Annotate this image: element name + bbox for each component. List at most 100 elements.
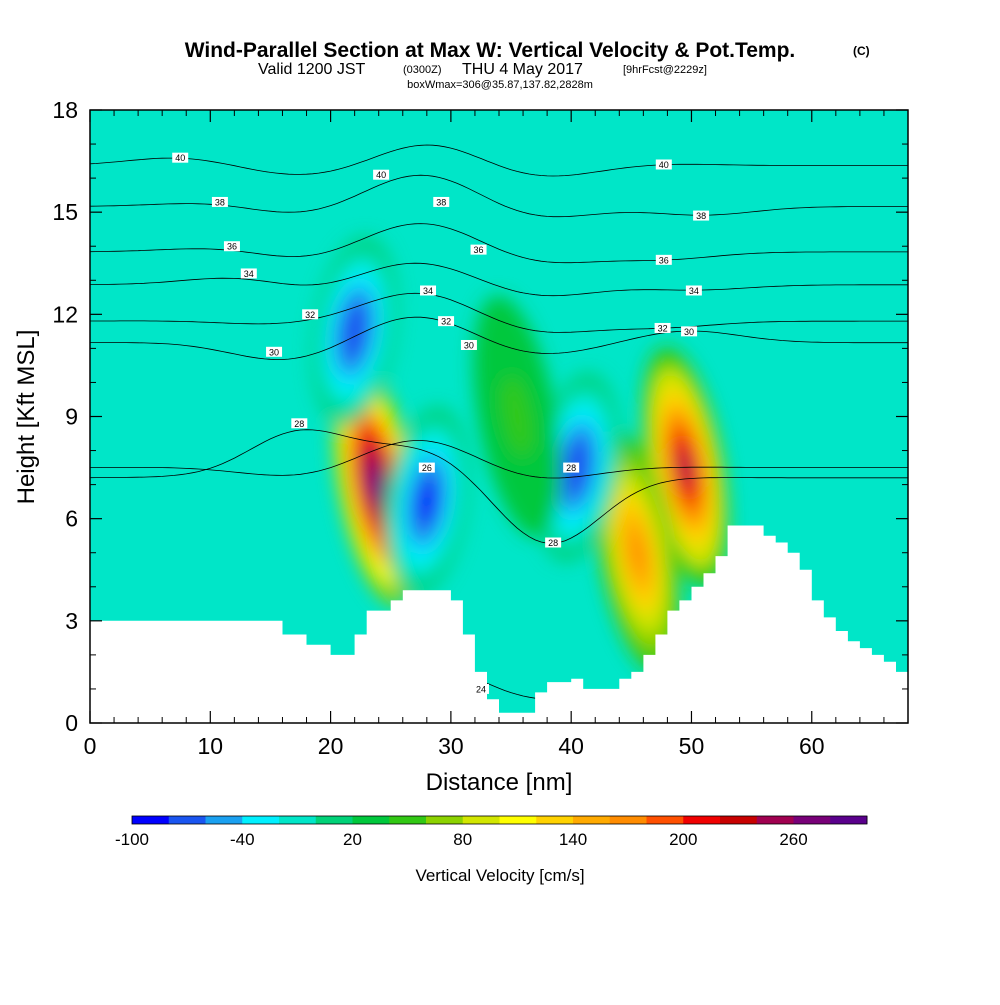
theta-label-text: 30: [269, 347, 279, 357]
theta-label-box: [172, 152, 189, 163]
theta-label-text: 32: [441, 317, 451, 327]
theta-contour-line: [90, 144, 908, 177]
colorbar-segment: [242, 816, 280, 824]
theta-label-box: [545, 537, 562, 548]
theta-label: 32: [438, 316, 455, 327]
theta-label-box: [685, 285, 702, 296]
x-tick-label: 40: [558, 733, 584, 759]
theta-label-text: 40: [175, 153, 185, 163]
theta-label-box: [470, 244, 487, 255]
theta-label-box: [433, 196, 450, 207]
chart-title: Wind-Parallel Section at Max W: Vertical…: [185, 39, 796, 62]
theta-label-box: [223, 241, 240, 252]
colorbar-tick-label: 140: [559, 830, 587, 849]
theta-label: 34: [240, 268, 257, 279]
velocity-contour-band: [347, 315, 362, 348]
colorbar-frame: [131, 815, 868, 825]
valid-date: THU 4 May 2017: [462, 61, 583, 78]
theta-label-box: [460, 339, 477, 350]
theta-label-text: 30: [464, 340, 474, 350]
colorbar-segment: [462, 816, 500, 824]
valid-prefix: Valid 1200 JST: [258, 61, 366, 78]
theta-label-text: 32: [305, 310, 315, 320]
theta-label-text: 30: [684, 327, 694, 337]
theta-label-box: [302, 309, 319, 320]
theta-label-box: [240, 268, 257, 279]
x-tick-label: 0: [84, 733, 97, 759]
theta-label: 30: [681, 326, 698, 337]
theta-label: 36: [223, 241, 240, 252]
theta-contour-line: [90, 262, 908, 297]
valid-time-line: Valid 1200 JST (0300Z) THU 4 May 2017 [9…: [258, 61, 707, 78]
theta-label-text: 32: [658, 323, 668, 333]
theta-label-text: 28: [548, 538, 558, 548]
theta-label-text: 26: [422, 463, 432, 473]
box-info: boxWmax=306@35.87,137.82,2828m: [407, 79, 593, 91]
theta-label-text: 36: [659, 255, 669, 265]
theta-label: 38: [433, 196, 450, 207]
colorbar-segment: [426, 816, 464, 824]
plot-area: 40 40 40 38 38 38 36 36 36 34 34 34 32 32 32 30 30 30 28 28…: [90, 110, 908, 723]
theta-label: 24: [472, 683, 489, 694]
theta-label-box: [373, 169, 390, 180]
velocity-core: [593, 431, 681, 674]
theta-label-text: 38: [696, 211, 706, 221]
x-tick-label: 10: [197, 733, 223, 759]
theta-contour-line: [90, 292, 908, 333]
theta-label-text: 34: [689, 286, 699, 296]
theta-label: 40: [373, 169, 390, 180]
velocity-contour-band: [369, 464, 384, 505]
colorbar-segment: [609, 816, 647, 824]
colorbar-segment: [793, 816, 831, 824]
colorbar-tick-label: 80: [453, 830, 472, 849]
theta-label: 36: [655, 254, 672, 265]
theta-label-box: [472, 683, 489, 694]
theta-label-box: [438, 316, 455, 327]
theta-label-box: [681, 326, 698, 337]
theta-label: 32: [654, 322, 671, 333]
colorbar-segment: [389, 816, 427, 824]
theta-label-box: [291, 418, 308, 429]
theta-contour-line: [90, 316, 908, 360]
theta-label-box: [418, 462, 435, 473]
y-tick-label: 9: [65, 404, 78, 430]
theta-label-box: [211, 196, 228, 207]
x-tick-label: 30: [438, 733, 464, 759]
theta-contour-line: [90, 440, 908, 479]
theta-label: 28: [563, 462, 580, 473]
colorbar-segment: [573, 816, 611, 824]
y-tick-label: 3: [65, 608, 78, 634]
x-tick-label: 20: [318, 733, 344, 759]
colorbar-segment: [315, 816, 353, 824]
theta-label-box: [563, 462, 580, 473]
theta-label-box: [266, 346, 283, 357]
theta-label-text: 38: [436, 197, 446, 207]
velocity-contour-band: [509, 396, 525, 437]
theta-label-text: 36: [227, 242, 237, 252]
theta-label-box: [654, 322, 671, 333]
colorbar-segment: [132, 816, 170, 824]
colorbar: -100 -40 20 80 140 200 260: [115, 815, 868, 849]
terrain-mask: [90, 525, 908, 723]
x-axis-label: Distance [nm]: [426, 769, 573, 796]
colorbar-segment: [352, 816, 390, 824]
theta-label-text: 24: [476, 684, 486, 694]
copyright-mark: (C): [853, 44, 870, 58]
theta-label-text: 40: [376, 170, 386, 180]
theta-label: 40: [655, 159, 672, 170]
colorbar-segment: [536, 816, 574, 824]
colorbar-segment: [830, 816, 868, 824]
x-tick-label: 50: [679, 733, 705, 759]
theta-label: 28: [291, 418, 308, 429]
theta-label: 30: [460, 339, 477, 350]
theta-label-text: 34: [244, 269, 254, 279]
velocity-core: [312, 236, 398, 426]
theta-label: 34: [420, 285, 437, 296]
theta-label-text: 28: [294, 419, 304, 429]
colorbar-segment: [756, 816, 794, 824]
velocity-contour-band: [630, 532, 645, 573]
colorbar-label: Vertical Velocity [cm/s]: [415, 866, 584, 885]
